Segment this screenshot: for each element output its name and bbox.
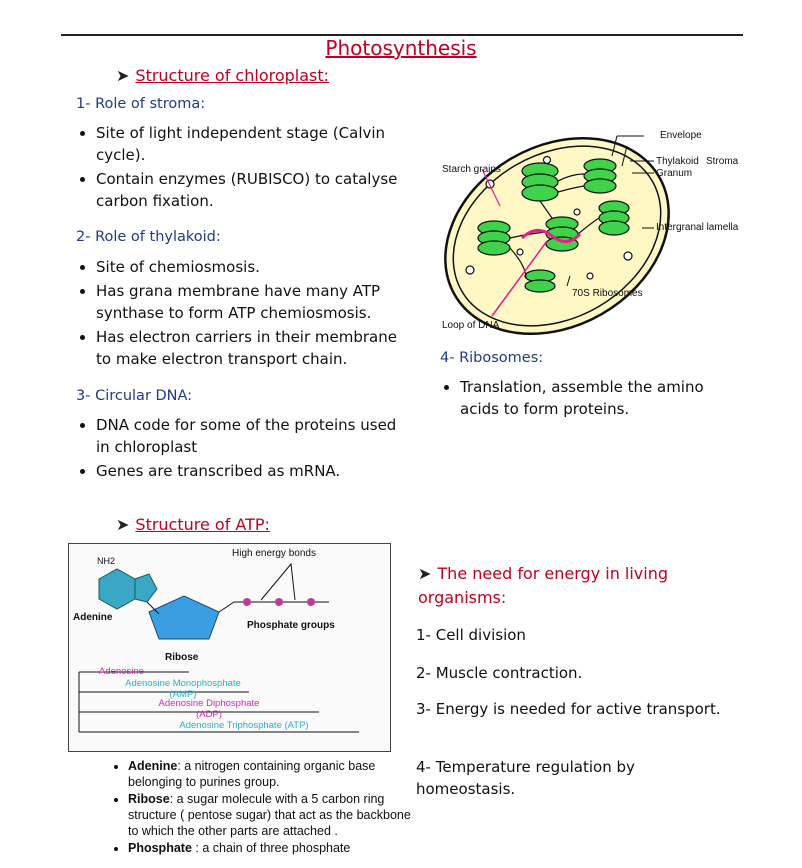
adp-label: Adenosine Diphosphate (ADP) — [158, 698, 260, 720]
arrow-bullet-icon: ➤ — [116, 66, 130, 85]
atp-diagram: High energy bonds NH2 Adenine Phosphate … — [68, 543, 391, 752]
stroma-list: Site of light independent stage (Calvin … — [78, 122, 403, 214]
phosphate-dot — [243, 598, 251, 606]
need-item-2: 2- Muscle contraction. — [416, 664, 583, 682]
label-envelope: Envelope — [660, 130, 702, 141]
label-lines — [566, 135, 654, 287]
nh2-label: NH2 — [97, 556, 116, 566]
ribosomes-list: Translation, assemble the amino acids to… — [442, 376, 742, 422]
need-item-3: 3- Energy is needed for active transport… — [416, 700, 721, 718]
label-starch: Starch grains — [442, 164, 501, 175]
phosphate-groups-label: Phosphate groups — [247, 620, 335, 631]
list-item: Site of chemiosmosis. — [96, 256, 403, 278]
atp-label: Adenosine Triphosphate (ATP) — [179, 720, 309, 731]
list-item: Ribose: a sugar molecule with a 5 carbon… — [128, 791, 414, 839]
adenine-ring — [98, 568, 136, 610]
need-item-1: 1- Cell division — [416, 626, 526, 644]
thylakoid-list: Site of chemiosmosis. Has grana membrane… — [78, 256, 403, 372]
grana-group — [477, 158, 630, 293]
list-item: Adenine: a nitrogen containing organic b… — [128, 758, 414, 790]
list-item: Phosphate : a chain of three phosphate — [128, 840, 414, 856]
page-title: Photosynthesis — [325, 36, 477, 60]
inner-envelope — [452, 145, 662, 327]
atp-structure-svg — [78, 562, 359, 733]
dna-loop — [520, 229, 582, 243]
bond-line — [218, 601, 235, 613]
list-item: Has grana membrane have many ATP synthas… — [96, 280, 403, 324]
chloroplast-diagram — [444, 135, 670, 336]
thylakoid-heading: 2- Role of thylakoid: — [76, 229, 221, 245]
list-item: DNA code for some of the proteins used i… — [96, 414, 403, 458]
label-thylakoid: Thylakoid — [656, 156, 699, 167]
ribose-label: Ribose — [165, 652, 199, 663]
starch-pointer — [481, 168, 501, 207]
atp-heading: ➤ Structure of ATP: — [116, 515, 270, 534]
high-energy-label: High energy bonds — [232, 548, 316, 559]
stroma-heading: 1- Role of stroma: — [76, 96, 206, 112]
chloroplast-heading: ➤ Structure of chloroplast: — [116, 66, 330, 85]
list-item: Contain enzymes (RUBISCO) to catalyse ca… — [96, 168, 403, 212]
high-energy-bond-lines — [260, 562, 296, 601]
atp-components-list: Adenine: a nitrogen containing organic b… — [114, 758, 414, 857]
ribosomes-heading: 4- Ribosomes: — [440, 350, 544, 366]
label-stroma: Stroma — [706, 156, 739, 167]
need-item-4: 4- Temperature regulation by homeostasis… — [416, 758, 635, 798]
adenosine-label: Adenosine — [99, 666, 144, 677]
label-loop-dna: Loop of DNA — [442, 320, 500, 331]
label-granum: Granum — [656, 168, 693, 179]
phosphate-dot — [307, 598, 315, 606]
list-item: Translation, assemble the amino acids to… — [460, 376, 742, 420]
starch-grains — [465, 155, 633, 280]
arrow-bullet-icon: ➤ — [116, 515, 130, 534]
dna-pointer — [491, 240, 548, 317]
ribose-ring — [148, 595, 220, 640]
label-lamella: Intergranal lamella — [656, 222, 739, 233]
list-item: Has electron carriers in their membrane … — [96, 326, 403, 370]
top-rule — [61, 34, 743, 36]
label-ribosomes: 70S Ribosomes — [572, 288, 643, 299]
list-item: Site of light independent stage (Calvin … — [96, 122, 403, 166]
list-item: Genes are transcribed as mRNA. — [96, 460, 403, 482]
amp-label: Adenosine Monophosphate (AMP) — [125, 678, 241, 700]
arrow-bullet-icon: ➤ — [418, 564, 432, 583]
adenine-ring-2 — [134, 573, 158, 603]
adenine-label: Adenine — [73, 612, 113, 623]
dna-heading: 3- Circular DNA: — [76, 388, 193, 404]
phosphate-dot — [275, 598, 283, 606]
bond-line — [146, 601, 160, 615]
energy-need-heading: ➤ The need for energy in living organisms… — [418, 564, 669, 607]
dna-list: DNA code for some of the proteins used i… — [78, 414, 403, 484]
